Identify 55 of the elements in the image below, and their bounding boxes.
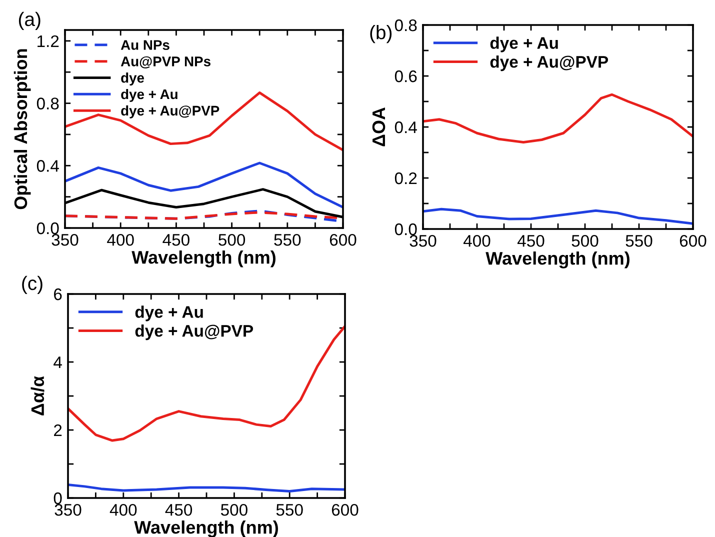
- legend-label: dye + Au@PVP: [121, 105, 220, 118]
- y-tick-label: 0.0: [394, 223, 417, 236]
- legend-label: Au NPs: [120, 40, 170, 50]
- x-tick-label: 500: [572, 234, 598, 247]
- x-tick-label: 400: [110, 504, 137, 516]
- x-axis-title: Wavelength (nm): [132, 250, 276, 268]
- legend-label: dye: [121, 72, 144, 86]
- y-tick-label: 6: [54, 288, 62, 300]
- x-tick-label: 600: [332, 504, 358, 516]
- x-tick-label: 600: [330, 234, 356, 246]
- legend-label: dye + Au@PVP: [135, 324, 254, 340]
- y-tick-label: 0.4: [394, 121, 417, 134]
- y-tick-label: 0.4: [36, 160, 59, 172]
- x-tick-label: 550: [274, 234, 301, 246]
- y-axis-title: Δα/α: [30, 376, 44, 416]
- y-tick-label: 0.8: [36, 98, 59, 110]
- x-tick-label: 350: [410, 234, 436, 247]
- y-tick-label: 2: [54, 424, 62, 436]
- x-tick-label: 400: [463, 234, 490, 247]
- line-series: [68, 325, 345, 442]
- legend-label: dye + Au: [490, 36, 558, 52]
- y-tick-label: 0.2: [394, 172, 417, 184]
- y-tick-label: 0.8: [394, 19, 417, 32]
- y-axis-title: Optical Absorption: [14, 49, 31, 210]
- x-tick-label: 500: [220, 504, 248, 516]
- legend-label: dye + Au@PVP: [490, 56, 608, 72]
- x-tick-label: 400: [107, 234, 134, 246]
- x-tick-label: 600: [680, 234, 706, 247]
- legend-label: dye + Au: [135, 306, 203, 322]
- x-tick-label: 550: [626, 234, 652, 247]
- line-series: [423, 93, 693, 144]
- text: (a): [18, 12, 40, 30]
- line-series: [68, 483, 345, 492]
- y-tick-label: 0.0: [36, 222, 59, 234]
- x-axis-title: Wavelength (nm): [486, 251, 630, 268]
- x-tick-label: 450: [517, 234, 544, 247]
- x-tick-label: 450: [165, 504, 192, 516]
- y-axis-title: ΔOA: [372, 107, 386, 146]
- x-tick-label: 350: [54, 504, 82, 516]
- legend-label: Au@PVP NPs: [120, 56, 210, 68]
- line-series: [65, 91, 343, 152]
- x-tick-label: 450: [162, 234, 190, 246]
- text: (b): [370, 25, 392, 44]
- x-tick-label: 500: [218, 234, 246, 246]
- text: (c): [22, 276, 42, 294]
- y-tick-label: 4: [54, 356, 62, 368]
- line-series: [65, 162, 343, 209]
- y-tick-label: 1.2: [38, 35, 59, 47]
- y-tick-label: 0: [54, 492, 62, 504]
- x-tick-label: 350: [52, 234, 78, 246]
- y-tick-label: 0.6: [394, 70, 417, 82]
- x-axis-title: Wavelength (nm): [134, 520, 278, 537]
- line-series: [423, 208, 693, 225]
- x-tick-label: 550: [276, 504, 303, 516]
- legend-label: dye + Au: [121, 88, 178, 102]
